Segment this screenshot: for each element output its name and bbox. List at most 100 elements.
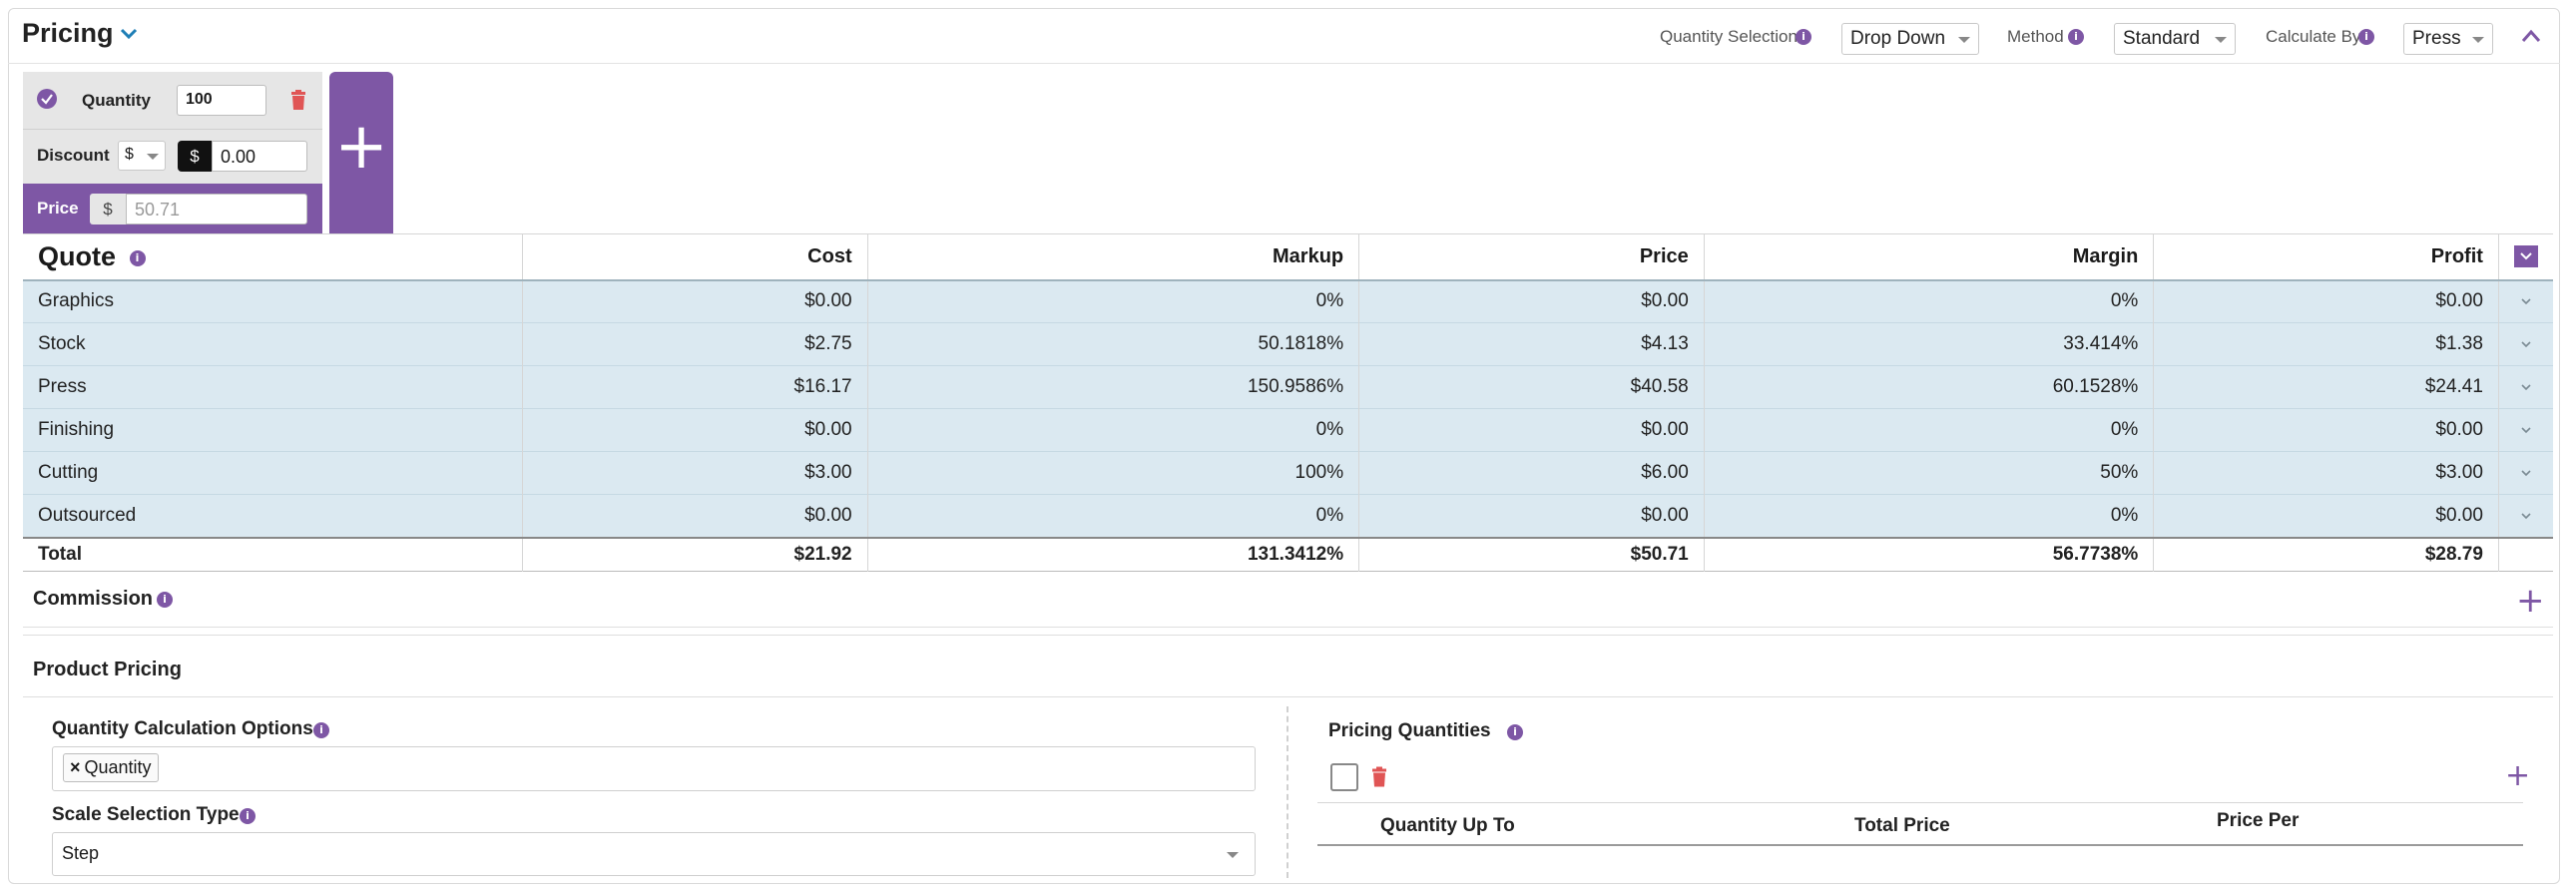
column-header-margin: Margin (1704, 233, 2155, 280)
row-cost: $3.00 (522, 451, 868, 495)
quote-title: Quote (38, 240, 116, 271)
select-all-checkbox[interactable] (1330, 763, 1358, 791)
commission-title: Commission (33, 588, 154, 610)
caret-down-icon (2215, 37, 2227, 43)
column-header-price-per: Price Per (2217, 810, 2300, 831)
expand-all-button[interactable] (2513, 245, 2538, 268)
table-row[interactable]: Stock $2.75 50.1818% $4.13 33.414% $1.38 (23, 322, 2553, 366)
price-label: Price (37, 199, 79, 218)
quantity-input[interactable]: 100 (177, 85, 266, 116)
row-margin: 0% (1704, 279, 2155, 323)
discount-type-select[interactable]: $ (118, 141, 166, 171)
total-label: Total (23, 537, 523, 572)
column-header-quantity-up-to: Quantity Up To (1380, 815, 1515, 836)
quantity-tag: × Quantity (63, 753, 159, 782)
trash-icon[interactable] (288, 89, 308, 111)
table-row[interactable]: Cutting $3.00 100% $6.00 50% $3.00 (23, 451, 2553, 495)
pricing-quantities-table-header: Quantity Up To Total Price Price Per (1317, 802, 2523, 846)
quantity-tag-label: Quantity (84, 757, 152, 777)
add-commission-button[interactable]: + (2516, 581, 2545, 621)
info-icon[interactable]: i (240, 808, 256, 824)
row-markup: 150.9586% (867, 365, 1360, 409)
total-margin: 56.7738% (1704, 537, 2155, 572)
column-divider (1287, 706, 1288, 878)
row-cost: $2.75 (522, 322, 868, 366)
chevron-down-icon[interactable] (2519, 296, 2533, 306)
quantity-calc-options-input[interactable]: × Quantity (52, 746, 1256, 791)
row-margin: 33.414% (1704, 322, 2155, 366)
chevron-down-icon (2520, 252, 2532, 260)
chevron-down-icon[interactable] (2519, 425, 2533, 435)
pricing-quantities-label: Pricing Quantities (1328, 720, 1491, 741)
info-icon[interactable]: i (129, 249, 146, 266)
table-row[interactable]: Outsourced $0.00 0% $0.00 0% $0.00 (23, 494, 2553, 538)
quantity-selection-label: Quantity Selection (1660, 27, 1798, 46)
method-label: Method (2007, 27, 2064, 46)
chevron-down-icon[interactable] (2519, 382, 2533, 392)
total-markup: 131.3412% (867, 537, 1360, 572)
chevron-down-icon[interactable] (2519, 468, 2533, 478)
calculate-by-value: Press (2412, 28, 2461, 49)
row-markup: 0% (867, 494, 1360, 538)
table-row[interactable]: Graphics $0.00 0% $0.00 0% $0.00 (23, 279, 2553, 323)
discount-type-value: $ (125, 146, 134, 163)
quote-header-row: Quote i Cost Markup Price Margin Profit (23, 233, 2553, 280)
caret-down-icon (1227, 852, 1239, 858)
discount-label: Discount (37, 146, 110, 165)
add-quantity-button[interactable]: + (329, 72, 393, 233)
row-price: $0.00 (1358, 408, 1705, 452)
quote-title-cell: Quote i (23, 233, 523, 280)
row-price: $6.00 (1358, 451, 1705, 495)
total-empty-cell (2498, 538, 2553, 572)
row-profit: $24.41 (2153, 365, 2499, 409)
discount-input[interactable]: 0.00 (212, 141, 307, 172)
row-expand-cell (2498, 495, 2553, 538)
quantity-selection-dropdown[interactable]: Drop Down (1841, 23, 1979, 55)
column-header-total-price: Total Price (1854, 815, 1950, 836)
row-expand-cell (2498, 452, 2553, 495)
method-dropdown[interactable]: Standard (2114, 23, 2236, 55)
row-price: $4.13 (1358, 322, 1705, 366)
scale-selection-type-select[interactable]: Step (52, 832, 1256, 876)
chevron-down-icon[interactable] (2519, 511, 2533, 521)
row-name: Outsourced (23, 494, 523, 538)
method-value: Standard (2123, 28, 2201, 49)
selected-check-icon[interactable] (37, 89, 57, 109)
quantity-selection-value: Drop Down (1850, 28, 1946, 49)
caret-down-icon (147, 154, 159, 160)
add-pricing-quantity-button[interactable]: + (2505, 758, 2531, 793)
row-margin: 0% (1704, 494, 2155, 538)
row-name: Graphics (23, 279, 523, 323)
info-icon[interactable]: i (2068, 29, 2084, 45)
info-icon[interactable]: i (2358, 29, 2374, 45)
trash-icon[interactable] (1369, 765, 1389, 788)
chevron-down-icon[interactable] (118, 22, 140, 44)
expand-all-cell (2498, 234, 2553, 280)
row-cost: $0.00 (522, 408, 868, 452)
info-icon[interactable]: i (313, 722, 329, 738)
collapse-chevron-up-icon[interactable] (2520, 27, 2542, 45)
calculate-by-label: Calculate By (2266, 27, 2361, 46)
calculate-by-dropdown[interactable]: Press (2403, 23, 2493, 55)
row-margin: 50% (1704, 451, 2155, 495)
row-profit: $1.38 (2153, 322, 2499, 366)
info-icon[interactable]: i (1507, 724, 1523, 740)
row-margin: 0% (1704, 408, 2155, 452)
table-row[interactable]: Finishing $0.00 0% $0.00 0% $0.00 (23, 408, 2553, 452)
plus-icon: + (334, 110, 388, 184)
total-profit: $28.79 (2153, 537, 2499, 572)
row-margin: 60.1528% (1704, 365, 2155, 409)
row-profit: $0.00 (2153, 279, 2499, 323)
table-row[interactable]: Press $16.17 150.9586% $40.58 60.1528% $… (23, 365, 2553, 409)
price-input[interactable]: 50.71 (126, 194, 307, 224)
quantity-label: Quantity (82, 91, 151, 110)
column-header-cost: Cost (522, 233, 868, 280)
discount-currency-addon: $ (178, 141, 212, 172)
info-icon[interactable]: i (157, 592, 173, 608)
tag-remove-icon[interactable]: × (70, 757, 81, 777)
row-name: Stock (23, 322, 523, 366)
column-header-profit: Profit (2153, 233, 2499, 280)
chevron-down-icon[interactable] (2519, 339, 2533, 349)
info-icon[interactable]: i (1796, 29, 1811, 45)
scale-selection-type-value: Step (62, 843, 100, 863)
